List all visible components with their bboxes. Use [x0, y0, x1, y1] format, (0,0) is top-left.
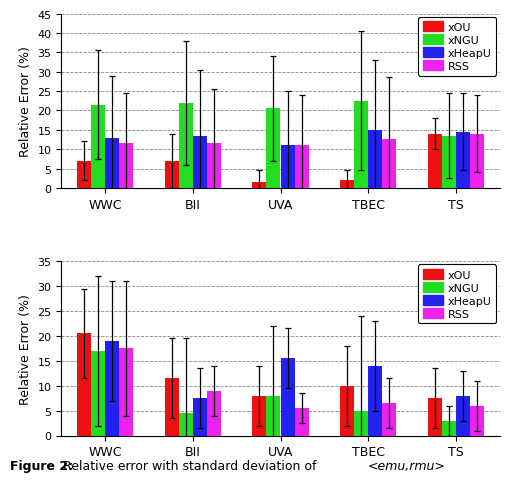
Y-axis label: Relative Error (%): Relative Error (%)	[19, 46, 32, 157]
Bar	[192, 398, 207, 436]
Bar	[353, 411, 367, 436]
Bar	[119, 348, 133, 436]
Bar	[178, 104, 192, 189]
Bar	[252, 183, 266, 189]
Bar	[469, 406, 483, 436]
Bar	[294, 408, 308, 436]
Bar	[382, 140, 395, 189]
Bar	[266, 396, 280, 436]
Bar	[441, 136, 455, 189]
Bar	[164, 162, 178, 189]
Bar	[91, 351, 105, 436]
Bar	[367, 131, 382, 189]
Bar	[266, 109, 280, 189]
Bar	[340, 386, 353, 436]
Bar	[91, 106, 105, 189]
Bar	[207, 391, 220, 436]
Bar	[119, 144, 133, 189]
Bar	[280, 146, 294, 189]
Bar	[382, 403, 395, 436]
Bar	[353, 102, 367, 189]
Text: <emu,rmu>: <emu,rmu>	[366, 459, 444, 472]
Bar	[280, 359, 294, 436]
Legend: xOU, xNGU, xHeapU, RSS: xOU, xNGU, xHeapU, RSS	[417, 265, 495, 323]
Bar	[455, 133, 469, 189]
Bar	[164, 378, 178, 436]
Bar	[178, 413, 192, 436]
Text: Figure 2:: Figure 2:	[10, 459, 73, 472]
Bar	[77, 162, 91, 189]
Bar	[252, 396, 266, 436]
Bar	[77, 333, 91, 436]
Bar	[441, 421, 455, 436]
Bar	[427, 135, 441, 189]
Bar	[455, 396, 469, 436]
Bar	[469, 135, 483, 189]
Bar	[207, 144, 220, 189]
Bar	[105, 138, 119, 189]
Text: Relative error with standard deviation of: Relative error with standard deviation o…	[59, 459, 320, 472]
Bar	[340, 181, 353, 189]
Bar	[192, 136, 207, 189]
Bar	[294, 146, 308, 189]
Legend: xOU, xNGU, xHeapU, RSS: xOU, xNGU, xHeapU, RSS	[417, 18, 495, 76]
Bar	[427, 398, 441, 436]
Y-axis label: Relative Error (%): Relative Error (%)	[19, 293, 32, 404]
Bar	[105, 341, 119, 436]
Bar	[367, 366, 382, 436]
